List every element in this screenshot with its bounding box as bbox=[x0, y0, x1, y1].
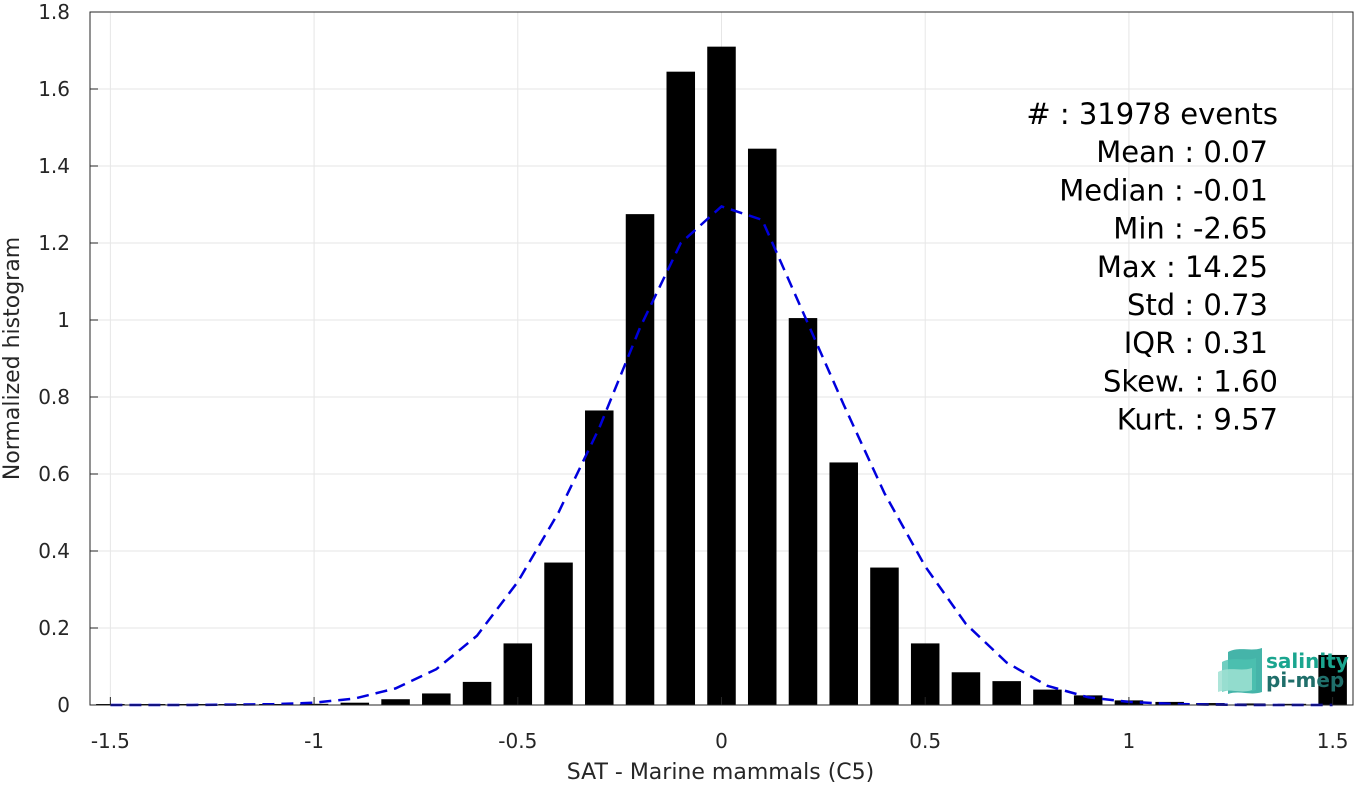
y-tick-label: 1.8 bbox=[38, 0, 70, 24]
y-tick-label: 1 bbox=[57, 308, 70, 332]
y-tick-label: 0.8 bbox=[38, 385, 70, 409]
stats-line: Skew. : 1.60 bbox=[1103, 364, 1278, 398]
stats-line: Median : -0.01 bbox=[1059, 173, 1268, 207]
y-tick-label: 1.6 bbox=[38, 77, 70, 101]
y-tick-label: 1.2 bbox=[38, 231, 70, 255]
histogram-bar bbox=[381, 699, 410, 705]
stats-line: # : 31978 events bbox=[1026, 97, 1278, 131]
stats-line: Min : -2.65 bbox=[1113, 212, 1268, 246]
stats-line: Std : 0.73 bbox=[1127, 288, 1268, 322]
y-tick-label: 0 bbox=[57, 693, 70, 717]
histogram-bar bbox=[1073, 695, 1103, 705]
histogram-bar bbox=[951, 672, 981, 705]
histogram-bar bbox=[707, 46, 736, 705]
x-tick-label: 0 bbox=[715, 729, 728, 753]
histogram-bar bbox=[788, 318, 818, 705]
stats-line: Mean : 0.07 bbox=[1096, 135, 1268, 169]
histogram-bar bbox=[870, 567, 899, 705]
y-tick-label: 1.4 bbox=[38, 154, 70, 178]
stats-box: # : 31978 events Mean : 0.07 Median : -0.0… bbox=[1026, 97, 1278, 437]
histogram-bar bbox=[462, 681, 492, 705]
histogram-bar bbox=[340, 702, 370, 705]
histogram-bar bbox=[585, 410, 614, 705]
histogram-bar bbox=[1033, 689, 1062, 705]
salinity-pi-mep-logo: salinity pi-mep bbox=[1218, 648, 1349, 694]
x-axis-label: SAT - Marine mammals (C5) bbox=[567, 760, 875, 785]
histogram-bar bbox=[544, 562, 573, 705]
x-tick-label: -1.5 bbox=[91, 729, 130, 753]
y-tick-label: 0.4 bbox=[38, 539, 70, 563]
histogram-bar bbox=[829, 462, 858, 705]
y-tick-label: 0.2 bbox=[38, 616, 70, 640]
histogram-bar bbox=[747, 148, 777, 706]
logo-line2: pi-mep bbox=[1266, 668, 1344, 692]
stats-line: Max : 14.25 bbox=[1097, 250, 1268, 284]
histogram-bar bbox=[666, 71, 696, 706]
histogram-bar bbox=[1196, 703, 1225, 705]
salinity-waves-icon bbox=[1218, 648, 1262, 694]
histogram-bar bbox=[422, 693, 451, 705]
x-axis-ticks: -1.5 -1 -0.5 0 0.5 1 1.5 bbox=[91, 697, 1349, 753]
histogram-bar bbox=[1236, 703, 1266, 705]
x-tick-label: -0.5 bbox=[498, 729, 537, 753]
stats-line: Kurt. : 9.57 bbox=[1117, 403, 1278, 437]
stats-line: IQR : 0.31 bbox=[1124, 326, 1268, 360]
histogram-bars bbox=[96, 46, 1347, 706]
x-tick-label: 1 bbox=[1123, 729, 1136, 753]
x-tick-label: 1.5 bbox=[1317, 729, 1349, 753]
y-axis-ticks: 0 0.2 0.4 0.6 0.8 1 1.2 1.4 1.6 1.8 bbox=[38, 0, 98, 717]
histogram-bar bbox=[625, 214, 655, 705]
histogram-bar bbox=[992, 681, 1021, 705]
y-tick-label: 0.6 bbox=[38, 462, 70, 486]
histogram-bar bbox=[1318, 654, 1347, 705]
logo-line1: salinity bbox=[1266, 649, 1349, 673]
x-tick-label: -1 bbox=[304, 729, 324, 753]
histogram-bar bbox=[503, 643, 533, 705]
histogram-bar bbox=[910, 643, 940, 705]
y-axis-label: Normalized histogram bbox=[0, 237, 25, 480]
x-tick-label: 0.5 bbox=[909, 729, 941, 753]
